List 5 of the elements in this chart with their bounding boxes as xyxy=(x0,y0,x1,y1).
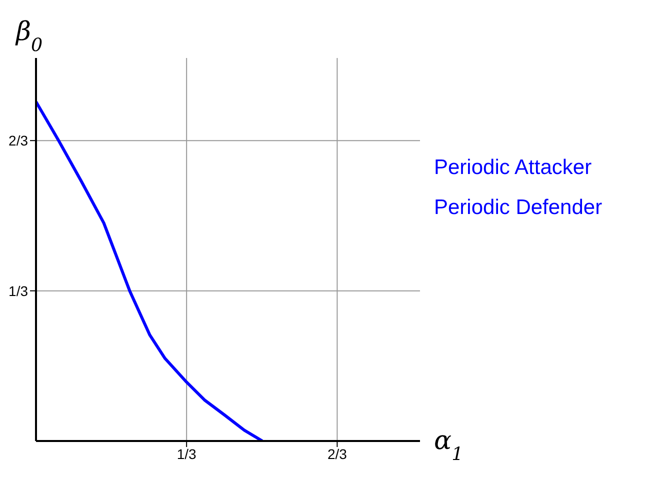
x-axis-title: α$_{1}$ xyxy=(434,426,464,464)
text: Periodic Attacker xyxy=(434,156,593,180)
y-axis-title: β$_{0}$ xyxy=(15,17,43,56)
text: Periodic Defender xyxy=(434,196,602,220)
line-series xyxy=(36,100,264,441)
